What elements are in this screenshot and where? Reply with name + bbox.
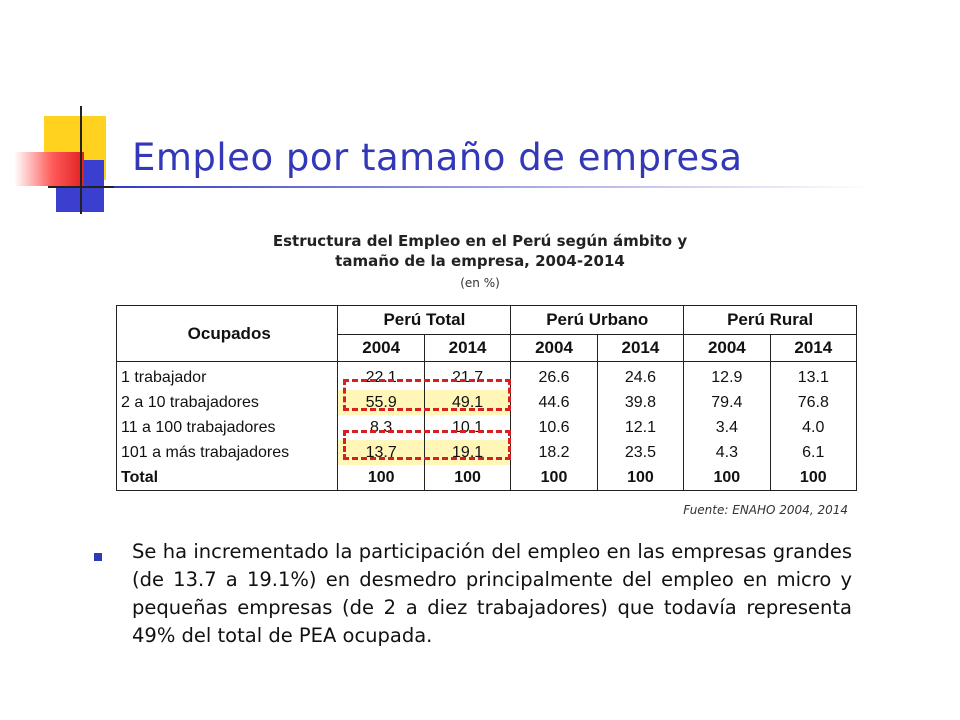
year-header: 2004 [683,334,771,362]
highlighted-cell: 13.7 [337,440,425,465]
group-header-peru-rural: Perú Rural [683,305,857,335]
group-header-peru-urbano: Perú Urbano [510,305,685,335]
table-cell: 6.1 [769,440,858,465]
row-label: 101 a más trabajadores [115,440,338,465]
table-row: 2 a 10 trabajadores 55.9 49.1 44.6 39.8 … [115,390,858,415]
table-cell: 18.2 [510,440,598,465]
table-cell: 79.4 [683,390,771,415]
group-header-peru-total: Perú Total [337,305,512,335]
table-cell: 13.1 [769,361,858,390]
table-row: 11 a 100 trabajadores 8.3 10.1 10.6 12.1… [115,415,858,440]
table-cell: 100 [769,465,858,491]
table-cell: 24.6 [596,361,684,390]
table-cell: 12.1 [596,415,684,440]
table-cell: 22.1 [337,361,425,390]
table-title: Estructura del Empleo en el Perú según á… [200,231,760,271]
row-label: 1 trabajador [115,361,338,390]
year-header: 2014 [423,334,512,362]
year-header: 2004 [510,334,598,362]
table-cell: 23.5 [596,440,684,465]
year-header: 2004 [337,334,425,362]
table-cell: 100 [596,465,684,491]
employment-table: Ocupados Perú Total Perú Urbano Perú Rur… [115,305,858,491]
slide-title: Empleo por tamaño de empresa [132,136,743,179]
table-cell: 4.0 [769,415,858,440]
table-row: 101 a más trabajadores 13.7 19.1 18.2 23… [115,440,858,465]
table-cell: 10.6 [510,415,598,440]
year-header: 2014 [596,334,685,362]
table-cell: 39.8 [596,390,684,415]
highlight-box-small-firms [343,379,511,411]
table-cell: 12.9 [683,361,771,390]
table-title-line-2: tamaño de la empresa, 2004-2014 [335,252,625,270]
row-label: Total [115,465,338,491]
bullet-marker [94,553,102,561]
table-cell: 100 [423,465,511,491]
highlighted-cell: 19.1 [423,440,511,465]
decorative-red-bar [14,152,84,186]
table-cell: 100 [337,465,425,491]
highlight-box-large-firms [343,430,511,460]
table-cell: 100 [683,465,771,491]
bullet-text: Se ha incrementado la participación del … [132,540,852,647]
table-cell: 44.6 [510,390,598,415]
table-title-line-1: Estructura del Empleo en el Perú según á… [272,232,688,250]
row-header: Ocupados [115,305,339,362]
table-cell: 4.3 [683,440,771,465]
row-label: 11 a 100 trabajadores [115,415,338,440]
table-cell: 76.8 [769,390,858,415]
table-cell: 100 [510,465,598,491]
year-header: 2014 [769,334,858,362]
table-cell: 26.6 [510,361,598,390]
decorative-vertical-line [80,106,82,214]
table-cell: 3.4 [683,415,771,440]
title-underline [114,186,870,188]
table-unit: (en %) [460,276,500,290]
decorative-horizontal-line [48,186,132,188]
source-note: Fuente: ENAHO 2004, 2014 [683,503,848,517]
row-label: 2 a 10 trabajadores [115,390,338,415]
table-row-total: Total 100 100 100 100 100 100 [115,465,858,491]
table-row: 1 trabajador 22.1 21.7 26.6 24.6 12.9 13… [115,361,858,390]
